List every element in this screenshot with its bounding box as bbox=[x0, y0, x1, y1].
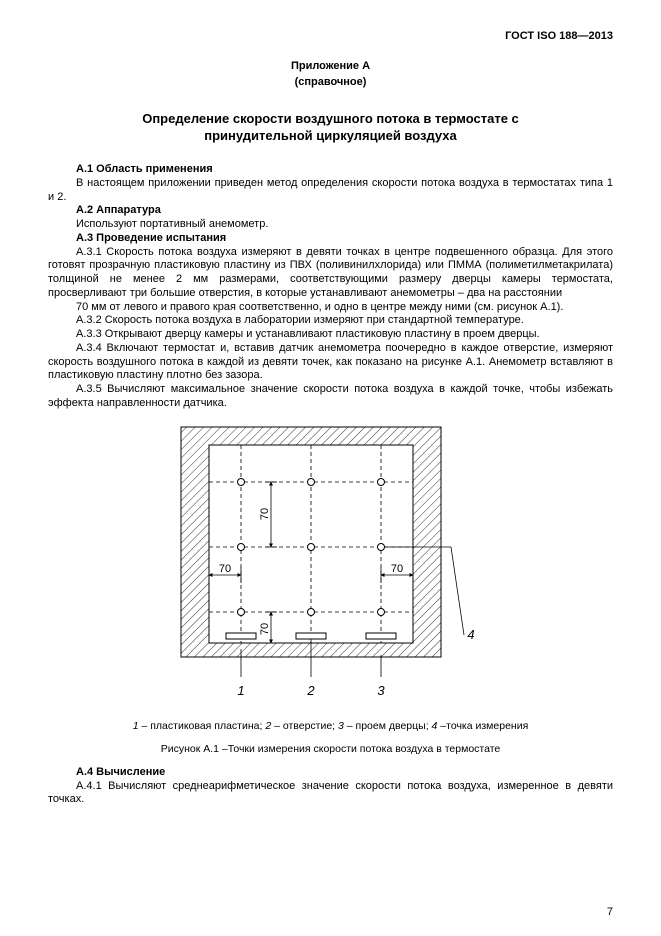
section-a3-header: А.3 Проведение испытания bbox=[48, 232, 613, 246]
callout-3: 3 bbox=[377, 683, 385, 698]
main-title: Определение скорости воздушного потока в… bbox=[101, 111, 561, 145]
paragraph-a4-1: А.4.1 Вычисляют среднеарифметическое зна… bbox=[48, 780, 613, 808]
legend-text: 1 – пластиковая пластина; 2 – отверстие;… bbox=[133, 720, 529, 732]
paragraph-a3-4: А.3.4 Включают термостат и, вставив датч… bbox=[48, 342, 613, 383]
page-number: 7 bbox=[607, 906, 613, 920]
paragraph-a3-5: А.3.5 Вычисляют максимальное значение ск… bbox=[48, 383, 613, 411]
paragraph-a2: Используют портативный анемометр. bbox=[48, 218, 613, 232]
callout-4: 4 bbox=[467, 627, 474, 642]
section-a1-header: А.1 Область применения bbox=[48, 163, 613, 177]
dim-v-top: 70 bbox=[259, 507, 271, 519]
dim-h-left: 70 bbox=[218, 563, 230, 575]
callout-1: 1 bbox=[237, 683, 244, 698]
paragraph-a3-3: А.3.3 Открывают дверцу камеры и устанавл… bbox=[48, 328, 613, 342]
paragraph-a3-1: А.3.1 Скорость потока воздуха измеряют в… bbox=[48, 246, 613, 301]
figure-a1-svg: 70 70 70 70 bbox=[171, 417, 491, 712]
dim-h-right: 70 bbox=[390, 563, 402, 575]
paragraph-a3-2: А.3.2 Скорость потока воздуха в лаборато… bbox=[48, 314, 613, 328]
section-a2-header: А.2 Аппаратура bbox=[48, 204, 613, 218]
paragraph-a1: В настоящем приложении приведен метод оп… bbox=[48, 177, 613, 205]
section-a4-header: А.4 Вычисление bbox=[48, 766, 613, 780]
annex-subheader: (справочное) bbox=[48, 76, 613, 90]
paragraph-a3-1b: 70 мм от левого и правого края соответст… bbox=[48, 301, 613, 315]
dim-v-bottom: 70 bbox=[259, 622, 271, 634]
page: ГОСТ ISO 188—2013 Приложение А (справочн… bbox=[0, 0, 661, 936]
callout-2: 2 bbox=[306, 683, 315, 698]
figure-caption: Рисунок А.1 –Точки измерения скорости по… bbox=[48, 743, 613, 756]
document-id: ГОСТ ISO 188—2013 bbox=[48, 30, 613, 44]
annex-header: Приложение А bbox=[48, 60, 613, 74]
figure-legend: 1 – пластиковая пластина; 2 – отверстие;… bbox=[48, 720, 613, 733]
figure-a1: 70 70 70 70 bbox=[171, 417, 491, 712]
